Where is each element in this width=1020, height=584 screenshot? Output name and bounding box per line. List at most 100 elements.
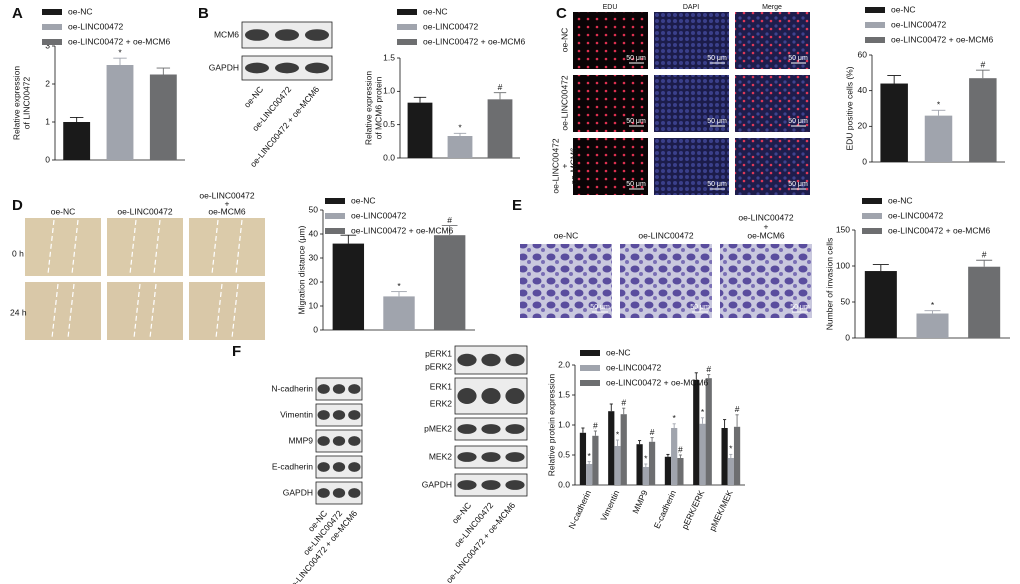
image-row-label: + <box>559 163 569 168</box>
bar <box>586 464 593 485</box>
image-column-label: Merge <box>762 4 782 11</box>
wound-edge <box>231 283 239 339</box>
panel-label: A <box>12 5 23 22</box>
y-axis-label: of LINC00472 <box>21 77 31 130</box>
blot-band <box>457 452 477 462</box>
micrograph <box>735 138 810 195</box>
blot-row-label: pERK1 <box>425 348 452 358</box>
legend-swatch <box>42 39 62 45</box>
panel-label: B <box>198 5 209 22</box>
y-tick-label: 1.5 <box>383 52 395 62</box>
blot-band <box>348 384 361 394</box>
legend-swatch <box>865 22 885 28</box>
legend-swatch <box>580 350 600 356</box>
bar <box>671 428 678 485</box>
bar <box>693 380 700 485</box>
bar <box>916 313 949 338</box>
legend-label: oe-LINC00472 + oe-MCM6 <box>423 36 526 46</box>
y-tick-label: 0 <box>313 324 318 334</box>
bar <box>106 65 134 160</box>
legend-label: oe-NC <box>606 347 631 357</box>
blot-band <box>332 488 346 498</box>
y-tick-label: 0 <box>45 154 50 164</box>
x-tick-label: E-cadherin <box>652 488 679 530</box>
x-tick-label: pMEK/MEK <box>707 488 735 532</box>
blot-band <box>317 488 330 498</box>
image-column-label: oe-MCM6 <box>747 230 785 240</box>
significance-mark: # <box>982 249 987 259</box>
blot-band <box>332 384 346 394</box>
blot-band <box>505 452 525 462</box>
blot-row-label: GAPDH <box>209 62 239 72</box>
wound-edge <box>211 219 219 275</box>
y-tick-label: 1.0 <box>383 86 395 96</box>
y-tick-label: 20 <box>858 121 868 131</box>
image-column-label: + <box>225 198 230 208</box>
blot-row-label: pERK2 <box>425 361 452 371</box>
blot-band <box>348 488 361 498</box>
legend-swatch <box>862 228 882 234</box>
y-tick-label: 0.5 <box>558 449 570 459</box>
y-tick-label: 0 <box>862 156 867 166</box>
blot-row-label: GAPDH <box>283 487 313 497</box>
legend-label: oe-NC <box>68 6 93 16</box>
wound-edge <box>153 219 161 275</box>
legend-label: oe-NC <box>888 195 913 205</box>
scale-bar-label: 50 μm <box>590 304 610 311</box>
y-tick-label: 0.0 <box>383 152 395 162</box>
y-tick-label: 150 <box>836 224 850 234</box>
y-axis-label: Relative expression <box>363 71 373 145</box>
y-tick-label: 60 <box>858 49 868 59</box>
legend-swatch <box>325 213 345 219</box>
blot-band <box>317 436 330 446</box>
bar <box>642 467 649 485</box>
micrograph <box>654 12 729 69</box>
x-tick-label: MMP9 <box>630 488 650 515</box>
y-tick-label: 2.0 <box>558 359 570 369</box>
blot-band <box>348 462 361 472</box>
blot-row-label: ERK2 <box>430 398 452 408</box>
blot-row-label: MEK2 <box>429 451 452 461</box>
micrograph <box>573 12 648 69</box>
y-tick-label: 50 <box>841 296 851 306</box>
blot-band <box>317 462 330 472</box>
bar <box>332 243 365 330</box>
legend-label: oe-LINC00472 <box>606 362 662 372</box>
wound-edge <box>71 219 79 275</box>
scale-bar-label: 50 μm <box>690 304 710 311</box>
image-row-label: oe-MCM6 <box>568 147 578 185</box>
image-row-label: oe-LINC00472 <box>550 138 560 194</box>
micrograph <box>720 244 812 318</box>
micrograph <box>735 12 810 69</box>
significance-mark: * <box>616 429 620 439</box>
micrograph <box>573 75 648 132</box>
image-column-label: oe-LINC00472 <box>199 190 255 200</box>
wound-edge <box>67 283 75 339</box>
y-tick-label: 2 <box>45 78 50 88</box>
y-tick-label: 10 <box>309 300 319 310</box>
scale-bar-label: 50 μm <box>626 181 646 188</box>
scale-bar-label: 50 μm <box>707 118 727 125</box>
significance-mark: # <box>706 364 711 374</box>
blot-band <box>348 410 361 420</box>
blot-band <box>457 388 477 404</box>
legend-label: oe-LINC00472 + oe-MCM6 <box>68 36 171 46</box>
blot-band <box>481 388 501 404</box>
bar <box>487 99 513 158</box>
blot-row-label: pMEK2 <box>424 423 452 433</box>
legend-swatch <box>865 37 885 43</box>
legend-label: oe-NC <box>351 195 376 205</box>
image-column-label: oe-NC <box>554 230 579 240</box>
image-column-label: oe-LINC00472 <box>738 212 794 222</box>
y-tick-label: 30 <box>309 252 319 262</box>
legend-label: oe-LINC00472 <box>888 210 944 220</box>
bar <box>733 426 741 485</box>
blot-band <box>481 480 501 490</box>
y-axis-label: Relative expression <box>11 66 21 140</box>
lane-label: oe-NC <box>242 84 265 109</box>
micrograph <box>189 282 265 340</box>
blot-row-label: Vimentin <box>280 409 313 419</box>
image-column-label: oe-MCM6 <box>208 206 246 216</box>
wound-edge <box>129 219 137 275</box>
blot-band <box>481 353 501 367</box>
